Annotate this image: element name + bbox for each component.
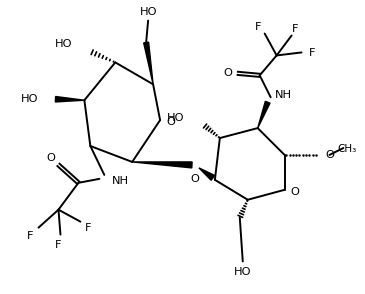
Text: O: O [326,150,334,160]
Text: HO: HO [21,94,39,104]
Text: HO: HO [139,7,157,17]
Polygon shape [132,162,192,168]
Polygon shape [144,42,153,84]
Text: F: F [254,21,261,31]
Text: F: F [55,240,62,250]
Text: O: O [46,153,55,163]
Text: O: O [191,174,199,184]
Text: O: O [166,117,175,127]
Text: F: F [27,230,34,240]
Text: O: O [291,187,299,197]
Text: HO: HO [55,39,72,49]
Text: F: F [292,24,299,34]
Polygon shape [55,96,84,102]
Polygon shape [199,168,215,180]
Text: F: F [309,49,316,59]
Text: HO: HO [166,113,184,123]
Text: F: F [85,223,92,233]
Text: NH: NH [274,90,292,100]
Text: HO: HO [234,268,251,278]
Text: CH₃: CH₃ [337,144,357,154]
Text: O: O [223,68,232,78]
Polygon shape [258,101,270,128]
Text: NH: NH [112,176,130,186]
